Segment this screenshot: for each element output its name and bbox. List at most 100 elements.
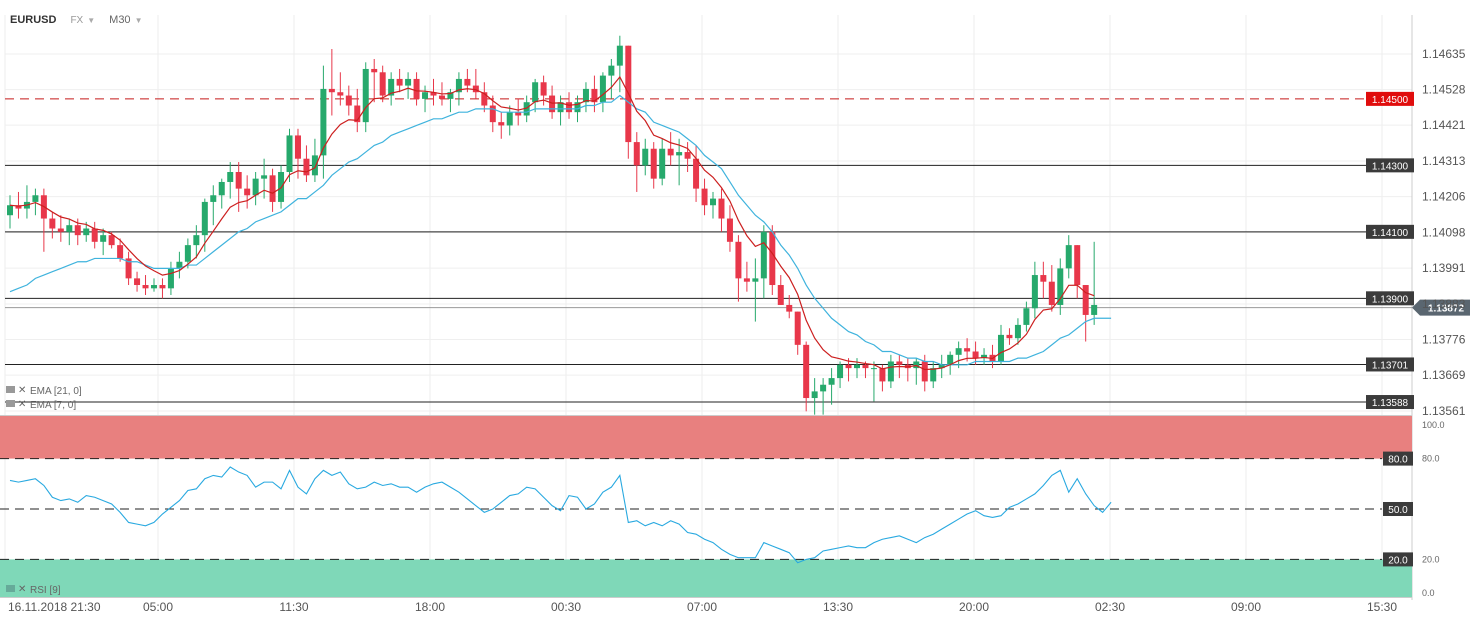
price-axis-tick: 1.13991 bbox=[1422, 261, 1466, 275]
candle-up bbox=[210, 195, 217, 202]
price-axis-tick: 1.14635 bbox=[1422, 47, 1466, 61]
candle-up bbox=[811, 391, 818, 399]
price-level-label: 1.14100 bbox=[1372, 228, 1409, 239]
candle-up bbox=[184, 245, 191, 262]
candle-up bbox=[252, 178, 259, 196]
candle-up bbox=[7, 205, 13, 216]
candle-down bbox=[1040, 275, 1047, 282]
candle-up bbox=[870, 368, 877, 370]
rsi-axis-tick: 100.0 bbox=[1422, 420, 1445, 430]
rsi-panel[interactable] bbox=[0, 416, 1412, 597]
candle-up bbox=[659, 148, 666, 179]
ema-7-legend[interactable]: ✕ EMA [7, 0] bbox=[6, 399, 76, 411]
price-axis[interactable]: 1.14635 1.14528 1.14421 1.14313 1.14206 1.140… bbox=[1422, 47, 1466, 418]
timeframe-dropdown[interactable]: M30 ▼ bbox=[109, 14, 142, 26]
rsi-legend[interactable]: ✕ RSI [9] bbox=[6, 584, 61, 596]
ema-lines bbox=[9, 75, 1112, 371]
candle-up bbox=[388, 78, 395, 96]
last-price-tag bbox=[1412, 299, 1470, 316]
candle-up bbox=[532, 82, 539, 103]
candle-down bbox=[430, 92, 437, 96]
candle-down bbox=[49, 218, 56, 229]
candle-up bbox=[1065, 245, 1072, 269]
candle-down bbox=[718, 198, 725, 219]
candle-down bbox=[786, 304, 793, 312]
time-axis-tick: 02:30 bbox=[1095, 600, 1125, 614]
candle-down bbox=[125, 258, 132, 279]
ema-21-legend[interactable]: ✕ EMA [21, 0] bbox=[6, 385, 82, 397]
price-level-tag bbox=[1366, 291, 1414, 306]
candle-down bbox=[134, 278, 141, 286]
time-axis-tick: 09:00 bbox=[1231, 600, 1261, 614]
candle-up bbox=[286, 135, 293, 173]
candle-up bbox=[32, 195, 39, 202]
candle-up bbox=[752, 278, 759, 282]
candle-down bbox=[235, 172, 242, 189]
candle-up bbox=[455, 78, 462, 93]
candle-up bbox=[913, 361, 920, 369]
symbol-label[interactable]: EURUSD bbox=[10, 14, 57, 26]
candle-down bbox=[591, 88, 598, 103]
candle-up bbox=[422, 92, 429, 99]
candle-up bbox=[854, 364, 860, 369]
candle-up bbox=[1057, 268, 1064, 305]
ema-7-line bbox=[9, 75, 1095, 371]
candle-up bbox=[955, 348, 962, 355]
candle-up bbox=[574, 102, 581, 113]
candle-up bbox=[599, 75, 606, 103]
rsi-level-tag bbox=[1383, 552, 1413, 567]
candle-up bbox=[66, 225, 73, 232]
close-icon[interactable]: ✕ bbox=[18, 385, 26, 396]
candle-down bbox=[862, 364, 869, 369]
candle-down bbox=[566, 102, 573, 113]
candle-down bbox=[117, 245, 124, 259]
time-axis-tick: 00:30 bbox=[551, 600, 581, 614]
candle-down bbox=[1048, 281, 1055, 305]
price-level-tag bbox=[1366, 158, 1414, 173]
candle-down bbox=[108, 235, 115, 246]
indicator-legend: ✕ EMA [21, 0] ✕ EMA [7, 0] bbox=[6, 385, 82, 411]
time-axis-tick: 11:30 bbox=[279, 600, 308, 614]
close-icon[interactable]: ✕ bbox=[18, 399, 26, 410]
indicator-settings-icon[interactable] bbox=[6, 400, 15, 407]
candle-up bbox=[760, 231, 767, 279]
candle-down bbox=[328, 88, 335, 93]
candle-down bbox=[91, 228, 98, 242]
time-axis[interactable]: 16.11.2018 21:30 05:00 11:30 18:00 00:30 07:0… bbox=[8, 600, 1397, 614]
ema-21-line bbox=[9, 94, 1112, 366]
indicator-settings-icon[interactable] bbox=[6, 386, 15, 393]
time-axis-tick: 20:00 bbox=[959, 600, 989, 614]
close-icon[interactable]: ✕ bbox=[18, 584, 26, 595]
candle-up bbox=[362, 68, 369, 123]
market-dropdown[interactable]: FX ▼ bbox=[70, 15, 95, 26]
candle-up bbox=[447, 92, 454, 99]
candle-down bbox=[472, 85, 479, 93]
price-axis-tick: 1.14528 bbox=[1422, 83, 1466, 97]
last-price-label: 1.13872 bbox=[1428, 304, 1465, 315]
candle-down bbox=[845, 364, 852, 369]
candle-up bbox=[405, 78, 412, 86]
price-level-label: 1.14500 bbox=[1372, 95, 1409, 106]
candle-down bbox=[684, 152, 691, 159]
candle-down bbox=[693, 158, 700, 189]
candle-up bbox=[981, 354, 988, 359]
candle-down bbox=[269, 175, 276, 202]
candle-down bbox=[498, 122, 505, 126]
candle-down bbox=[464, 78, 471, 86]
candle-down bbox=[735, 241, 742, 279]
indicator-settings-icon[interactable] bbox=[6, 585, 15, 592]
candle-up bbox=[930, 368, 937, 382]
candle-down bbox=[1006, 334, 1013, 339]
price-level-tag bbox=[1366, 357, 1414, 372]
candle-down bbox=[1074, 245, 1081, 286]
price-axis-tick: 1.13669 bbox=[1422, 368, 1466, 382]
rsi-level-label: 50.0 bbox=[1388, 505, 1408, 516]
rsi-level-tag bbox=[1383, 502, 1413, 516]
rsi-axis-tick: 20.0 bbox=[1422, 554, 1440, 564]
time-axis-tick: 07:00 bbox=[687, 600, 717, 614]
candle-up bbox=[1031, 275, 1038, 309]
candle-down bbox=[633, 142, 640, 166]
price-axis-tick: 1.13883 bbox=[1422, 297, 1466, 311]
price-level-label: 1.13900 bbox=[1372, 294, 1409, 305]
